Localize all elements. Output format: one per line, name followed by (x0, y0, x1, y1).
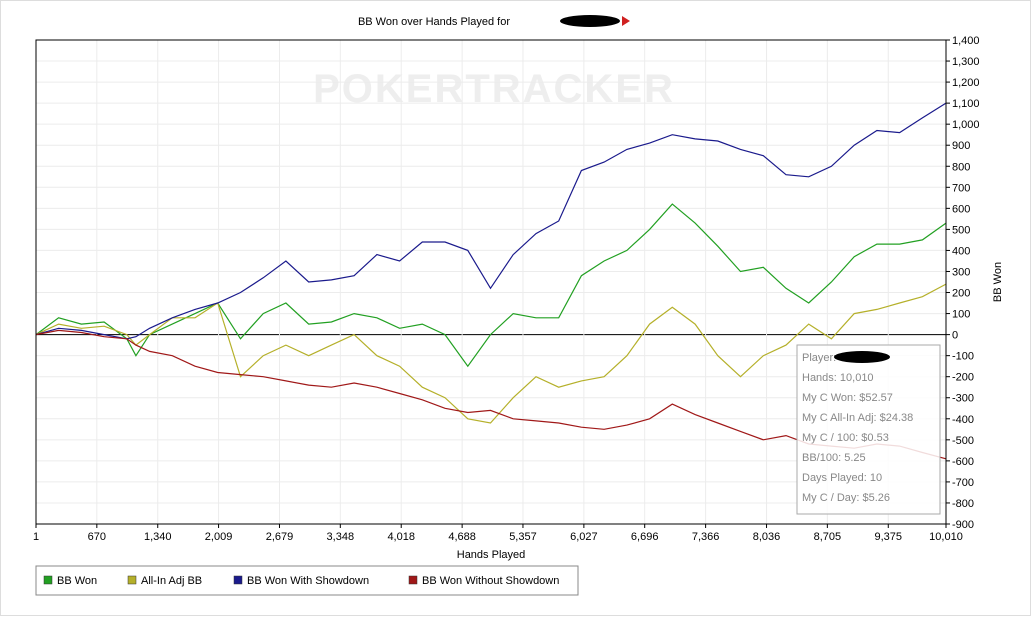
legend-box (35, 565, 579, 596)
info-line: BB/100: 5.25 (802, 452, 866, 464)
x-tick-label: 2,679 (266, 531, 294, 543)
x-tick-label: 4,018 (387, 531, 415, 543)
y-tick-label: 600 (952, 203, 970, 215)
logo-icon (622, 16, 630, 26)
legend-label: BB Won With Showdown (247, 575, 369, 587)
y-tick-label: 1,300 (952, 56, 980, 68)
x-tick-label: 9,375 (875, 531, 903, 543)
info-line: Player: (802, 352, 836, 364)
y-axis-label: BB Won (992, 262, 1004, 302)
y-tick-label: -200 (952, 372, 974, 384)
y-tick-label: -800 (952, 498, 974, 510)
legend-swatch (127, 575, 137, 585)
x-tick-label: 8,036 (753, 531, 781, 543)
x-tick-label: 1,340 (144, 531, 172, 543)
x-tick-label: 6,696 (631, 531, 659, 543)
x-tick-label: 5,357 (509, 531, 537, 543)
y-tick-label: 0 (952, 330, 958, 342)
info-line: My C All-In Adj: $24.38 (802, 412, 913, 424)
series-line (35, 203, 947, 368)
x-tick-label: 670 (88, 531, 106, 543)
x-tick-label: 10,010 (929, 531, 963, 543)
x-tick-label: 1 (33, 531, 39, 543)
y-tick-label: 800 (952, 161, 970, 173)
y-tick-label: -700 (952, 477, 974, 489)
info-line: My C / Day: $5.26 (802, 492, 890, 504)
y-tick-label: -400 (952, 414, 974, 426)
chart-title: BB Won over Hands Played for (358, 16, 510, 28)
y-tick-label: 500 (952, 224, 970, 236)
y-tick-label: -500 (952, 435, 974, 447)
y-tick-label: 1,400 (952, 35, 980, 47)
legend-swatch (233, 575, 243, 585)
y-tick-label: 200 (952, 288, 970, 300)
x-tick-label: 7,366 (692, 531, 720, 543)
y-tick-label: 300 (952, 266, 970, 278)
y-tick-label: 1,200 (952, 77, 980, 89)
watermark: POKERTRACKER (313, 67, 675, 111)
info-line: Hands: 10,010 (802, 372, 874, 384)
legend-swatch (408, 575, 418, 585)
legend-label: BB Won (57, 575, 97, 587)
y-tick-label: 400 (952, 245, 970, 257)
redaction (834, 351, 890, 363)
x-tick-label: 4,688 (448, 531, 476, 543)
y-tick-label: -100 (952, 351, 974, 363)
legend-swatch (43, 575, 53, 585)
info-line: My C Won: $52.57 (802, 392, 893, 404)
plot-frame (35, 39, 947, 525)
y-tick-label: -300 (952, 393, 974, 405)
redaction (560, 15, 620, 27)
info-panel (796, 344, 941, 515)
series-line (35, 102, 947, 340)
info-line: My C / 100: $0.53 (802, 432, 889, 444)
y-tick-label: 900 (952, 140, 970, 152)
info-line: Days Played: 10 (802, 472, 882, 484)
x-tick-label: 2,009 (205, 531, 233, 543)
x-tick-label: 3,348 (327, 531, 355, 543)
x-axis-label: Hands Played (457, 549, 526, 561)
y-tick-label: 1,100 (952, 98, 980, 110)
x-tick-label: 6,027 (570, 531, 598, 543)
x-tick-label: 8,705 (814, 531, 842, 543)
legend-label: BB Won Without Showdown (422, 575, 559, 587)
series-line (35, 329, 947, 460)
y-tick-label: -900 (952, 519, 974, 531)
info-box: Player: Hands: 10,010 My C Won: $52.57 My C… (796, 344, 941, 515)
y-tick-label: 700 (952, 182, 970, 194)
series-line (35, 283, 947, 424)
legend-label: All-In Adj BB (141, 575, 202, 587)
y-tick-label: 100 (952, 309, 970, 321)
y-tick-label: -600 (952, 456, 974, 468)
y-tick-label: 1,000 (952, 119, 980, 131)
